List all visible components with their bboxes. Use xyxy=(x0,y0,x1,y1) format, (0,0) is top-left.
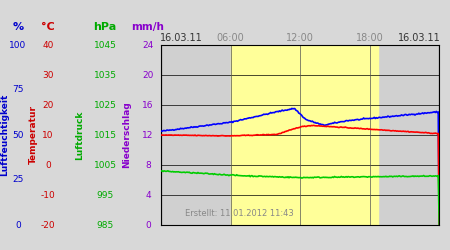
Text: 1045: 1045 xyxy=(94,40,117,50)
Text: 50: 50 xyxy=(12,130,24,140)
Text: %: % xyxy=(13,22,23,32)
Text: 985: 985 xyxy=(96,220,113,230)
Text: mm/h: mm/h xyxy=(131,22,164,32)
Text: -20: -20 xyxy=(40,220,55,230)
Text: 12:00: 12:00 xyxy=(286,33,314,43)
Text: 18:00: 18:00 xyxy=(356,33,383,43)
Text: 24: 24 xyxy=(142,40,153,50)
Text: 40: 40 xyxy=(42,40,54,50)
Text: 16: 16 xyxy=(142,100,154,110)
Text: 06:00: 06:00 xyxy=(217,33,244,43)
Text: Luftdruck: Luftdruck xyxy=(76,110,85,160)
Text: hPa: hPa xyxy=(94,22,117,32)
Text: 8: 8 xyxy=(145,160,151,170)
Text: 16.03.11: 16.03.11 xyxy=(398,33,441,43)
Text: 20: 20 xyxy=(142,70,154,80)
Text: 20: 20 xyxy=(42,100,54,110)
Text: 16.03.11: 16.03.11 xyxy=(160,33,202,43)
Text: 995: 995 xyxy=(96,190,113,200)
Bar xyxy=(230,45,378,225)
Text: Erstellt: 11.01.2012 11:43: Erstellt: 11.01.2012 11:43 xyxy=(184,209,293,218)
Text: 1035: 1035 xyxy=(94,70,117,80)
Text: °C: °C xyxy=(41,22,55,32)
Text: 25: 25 xyxy=(12,176,24,184)
Text: 75: 75 xyxy=(12,86,24,94)
Text: 1025: 1025 xyxy=(94,100,117,110)
Text: 0: 0 xyxy=(15,220,21,230)
Text: Temperatur: Temperatur xyxy=(28,106,37,164)
Text: 1005: 1005 xyxy=(94,160,117,170)
Text: Niederschlag: Niederschlag xyxy=(122,102,131,168)
Text: 0: 0 xyxy=(45,160,51,170)
Text: 12: 12 xyxy=(142,130,154,140)
Text: 1015: 1015 xyxy=(94,130,117,140)
Text: 100: 100 xyxy=(9,40,27,50)
Text: 10: 10 xyxy=(42,130,54,140)
Text: -10: -10 xyxy=(40,190,55,200)
Text: 30: 30 xyxy=(42,70,54,80)
Text: 4: 4 xyxy=(145,190,151,200)
Text: 0: 0 xyxy=(145,220,151,230)
Text: Luftfeuchtigkeit: Luftfeuchtigkeit xyxy=(0,94,9,176)
